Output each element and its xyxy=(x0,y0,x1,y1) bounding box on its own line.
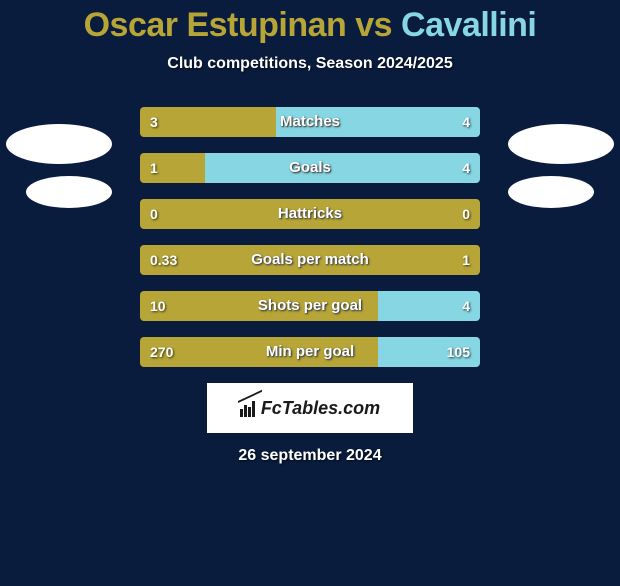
stat-row: 3 Matches 4 xyxy=(140,107,480,137)
stat-row: 0 Hattricks 0 xyxy=(140,199,480,229)
stat-right-value: 105 xyxy=(437,337,480,367)
player1-club-badge xyxy=(26,176,112,208)
stat-row: 1 Goals 4 xyxy=(140,153,480,183)
stat-label: Shots per goal xyxy=(140,291,480,321)
logo-box: FcTables.com xyxy=(207,383,413,433)
stat-label: Hattricks xyxy=(140,199,480,229)
date-text: 26 september 2024 xyxy=(0,447,620,465)
stat-label: Goals xyxy=(140,153,480,183)
stat-right-value: 1 xyxy=(452,245,480,275)
stat-label: Min per goal xyxy=(140,337,480,367)
stat-label: Goals per match xyxy=(140,245,480,275)
stat-right-value: 4 xyxy=(452,107,480,137)
vs-text: vs xyxy=(355,6,392,44)
player2-avatar xyxy=(508,124,614,164)
comparison-title: Oscar Estupinan vs Cavallini xyxy=(0,6,620,45)
comparison-bars: 3 Matches 4 1 Goals 4 0 Hattricks 0 0.33… xyxy=(140,107,480,367)
stat-right-value: 0 xyxy=(452,199,480,229)
stat-row: 270 Min per goal 105 xyxy=(140,337,480,367)
stat-right-value: 4 xyxy=(452,153,480,183)
stat-right-value: 4 xyxy=(452,291,480,321)
logo-text: FcTables.com xyxy=(261,398,380,419)
stat-row: 10 Shots per goal 4 xyxy=(140,291,480,321)
subtitle: Club competitions, Season 2024/2025 xyxy=(0,55,620,73)
player2-name: Cavallini xyxy=(401,6,536,44)
chart-icon xyxy=(240,399,255,417)
stat-row: 0.33 Goals per match 1 xyxy=(140,245,480,275)
stat-label: Matches xyxy=(140,107,480,137)
player1-name: Oscar Estupinan xyxy=(84,6,347,44)
player1-avatar xyxy=(6,124,112,164)
player2-club-badge xyxy=(508,176,594,208)
